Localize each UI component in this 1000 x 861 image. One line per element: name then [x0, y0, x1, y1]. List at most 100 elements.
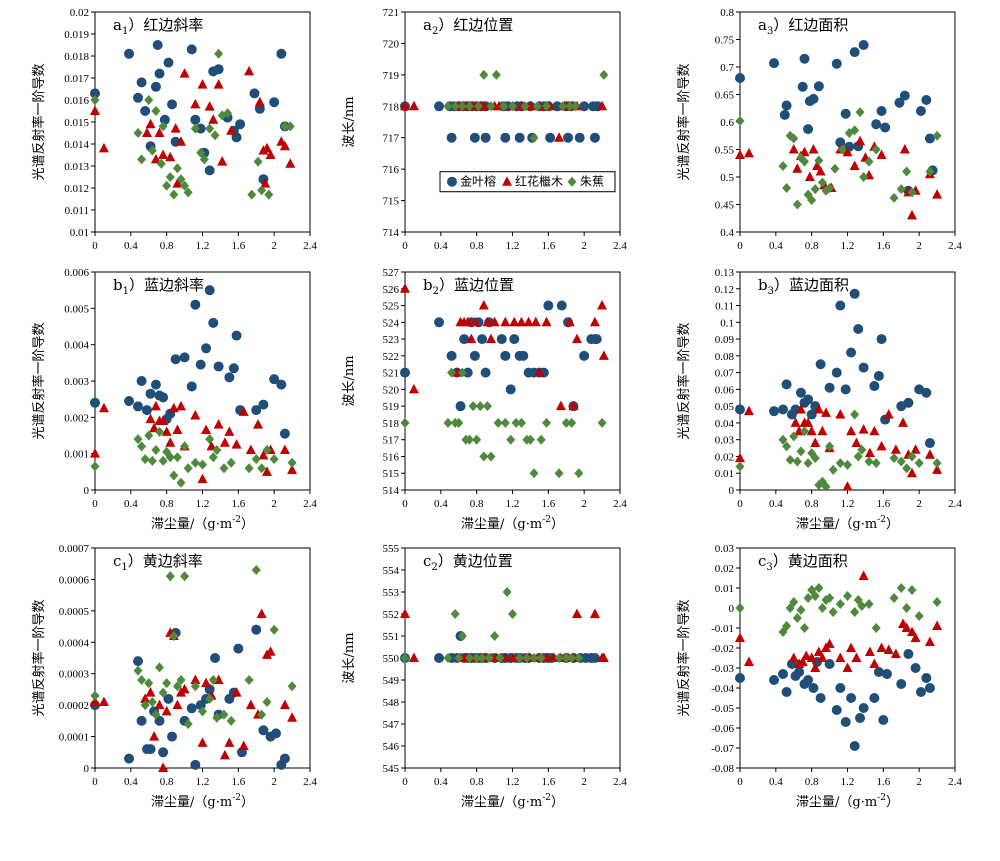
data-point: [258, 449, 269, 460]
data-point: [133, 434, 143, 445]
y-tick-label: 551: [383, 631, 400, 643]
chart-panel-a2: 714 715 716 717 718 719 720 721 0 0.4 0.8 1.2 1.6 2 2.…: [342, 7, 627, 252]
data-point: [201, 343, 212, 354]
y-tick-label: 0.1: [720, 317, 734, 329]
y-tick-label: 717: [383, 133, 400, 145]
data-point: [223, 108, 233, 119]
chart-panel-b2: 514 515 516 517 518 519 520 521 522 523 524 525 526 5…: [342, 267, 627, 532]
data-point: [204, 101, 215, 111]
x-tick-label: 1.2: [841, 240, 855, 252]
data-point: [785, 454, 795, 465]
data-point: [520, 101, 530, 112]
series-2: [400, 283, 609, 411]
x-tick-label: 0: [92, 240, 98, 252]
x-tick-label: 1.2: [841, 776, 855, 788]
x-tick-label: 0.4: [434, 776, 448, 788]
data-point: [168, 402, 179, 413]
data-point: [491, 69, 501, 80]
data-point: [190, 759, 201, 770]
x-tick-label: 2: [271, 776, 277, 788]
data-point: [208, 317, 219, 328]
data-point: [213, 79, 224, 89]
x-tick-label: 1.6: [876, 498, 890, 510]
y-tick-label: 0.0007: [59, 543, 90, 555]
y-tick-label: 522: [383, 351, 400, 363]
series-2: [735, 135, 943, 220]
data-point: [176, 136, 186, 146]
data-point: [932, 620, 943, 630]
chart-title: c2）黄边位置: [423, 552, 513, 573]
chart-title: a1）红边斜率: [113, 16, 203, 37]
data-point: [849, 288, 860, 299]
y-tick-label: 0.0001: [59, 732, 89, 744]
data-point: [486, 333, 496, 344]
x-tick-label: 1.6: [541, 776, 555, 788]
x-tick-label: 0: [92, 776, 98, 788]
y-tick-label: 0.018: [64, 51, 89, 63]
data-point: [815, 166, 826, 176]
data-point: [533, 101, 543, 112]
data-point: [807, 195, 817, 206]
data-point: [902, 603, 912, 613]
data-point: [186, 381, 197, 392]
x-tick-label: 2.4: [948, 776, 962, 788]
data-point: [276, 48, 287, 59]
data-point: [400, 100, 410, 111]
data-point: [795, 387, 806, 398]
y-axis-label: 光谱反射率一阶导数: [676, 322, 692, 439]
data-point: [265, 646, 276, 656]
series-3: [400, 367, 607, 479]
data-point: [796, 605, 806, 615]
x-tick-label: 0: [737, 776, 743, 788]
data-point: [224, 372, 235, 383]
data-point: [858, 362, 869, 373]
y-tick-label: 517: [383, 435, 400, 447]
data-point: [850, 409, 860, 420]
data-point: [545, 132, 556, 143]
y-axis-label: 光谱反射率一阶导数: [676, 63, 692, 180]
data-point: [124, 753, 135, 764]
data-point: [598, 652, 609, 662]
data-point: [568, 400, 579, 411]
y-tick-label: -0.03: [711, 663, 734, 675]
chart-panel-c1: 0 0.0001 0.0002 0.0003 0.0004 0.0005 0.0006 0.0…: [31, 543, 317, 810]
y-tick-label: 0.011: [65, 205, 89, 217]
data-point: [800, 426, 809, 437]
data-point: [850, 607, 860, 617]
data-point: [265, 149, 276, 159]
data-point: [914, 611, 924, 621]
data-point: [876, 334, 887, 345]
x-tick-label: 0: [92, 498, 98, 510]
data-point: [903, 649, 914, 659]
data-point: [204, 285, 215, 296]
data-point: [835, 458, 845, 469]
data-point: [251, 624, 262, 635]
series-1: [90, 285, 290, 439]
data-point: [857, 444, 867, 455]
data-point: [145, 744, 156, 755]
y-tick-label: -0.06: [711, 723, 734, 735]
data-point: [169, 631, 179, 641]
data-point: [475, 401, 485, 412]
data-point: [144, 678, 154, 689]
x-tick-label: 0: [402, 776, 408, 788]
data-point: [205, 123, 215, 134]
data-point: [176, 477, 186, 488]
data-point: [554, 132, 565, 142]
data-point: [205, 693, 215, 704]
data-point: [876, 642, 887, 652]
data-point: [890, 444, 901, 454]
data-point: [849, 47, 860, 58]
y-tick-label: 0.0002: [59, 700, 89, 712]
data-point: [140, 454, 150, 465]
data-point: [543, 300, 554, 311]
series-3: [90, 48, 295, 200]
data-point: [254, 96, 265, 107]
x-tick-label: 1.2: [506, 776, 520, 788]
y-tick-label: 0.45: [715, 200, 735, 212]
data-point: [443, 101, 453, 112]
data-point: [842, 146, 853, 157]
data-point: [155, 426, 164, 437]
y-tick-label: 0.03: [715, 543, 735, 555]
data-point: [210, 130, 220, 141]
